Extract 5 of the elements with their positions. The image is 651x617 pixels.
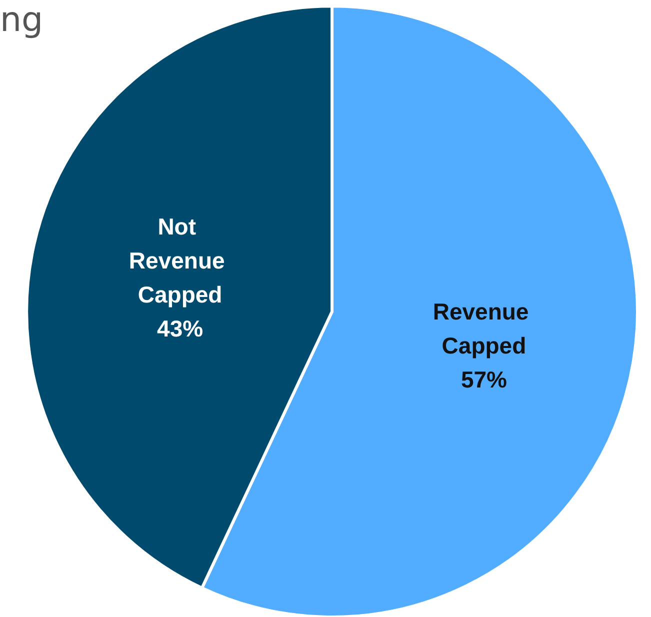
slice-label: Revenue Capped — [432, 298, 536, 359]
slice-label: Not Revenue Capped — [128, 214, 232, 308]
text: ng — [0, 0, 44, 40]
data-label: 57% — [460, 366, 507, 393]
data-label: 43% — [157, 316, 204, 342]
